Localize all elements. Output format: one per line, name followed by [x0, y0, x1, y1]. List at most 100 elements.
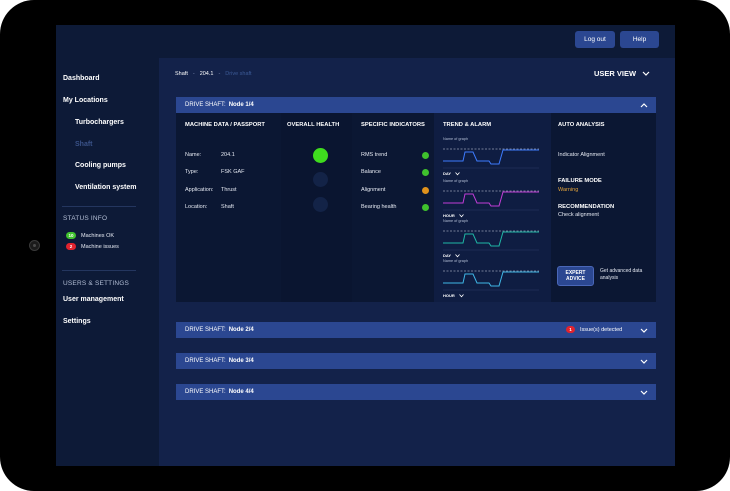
indicator-alignment: Alignment	[361, 187, 429, 194]
passport-row-location: Location: Shaft	[185, 204, 234, 210]
graph-name: Name of graph	[443, 137, 469, 141]
indicator-label: Bearing health	[361, 204, 397, 210]
graph-name: Name of graph	[443, 219, 469, 223]
trend-line-chart	[443, 230, 539, 251]
passport-row-type: Type: FSK GAF	[185, 169, 245, 175]
status-issues-label: Machine issues	[81, 243, 119, 250]
breadcrumb-machine[interactable]: 204.1	[199, 71, 214, 77]
period-select[interactable]: HOUR	[443, 293, 464, 298]
indicator-label: Alignment	[361, 187, 386, 193]
status-dot	[422, 152, 429, 159]
top-bar: Log out Help	[56, 25, 675, 58]
specific-indicators-section: SPECIFIC INDICATORS RMS trend Balance Al…	[352, 113, 434, 302]
panel-node-label: Node 4/4	[228, 389, 254, 395]
trend-graph[interactable]: Name of graph DAY	[443, 137, 543, 179]
issue-text: Issue(s) detected	[580, 326, 623, 333]
panel-node-1-header[interactable]: DRIVE SHAFT: Node 1/4	[176, 97, 656, 113]
passport-title: MACHINE DATA / PASSPORT	[185, 122, 265, 128]
sidebar-item-user-management[interactable]: User management	[63, 296, 124, 303]
sidebar-item-dashboard[interactable]: Dashboard	[63, 75, 100, 82]
breadcrumb-shaft[interactable]: Shaft	[175, 71, 188, 77]
overall-health-section: OVERALL HEALTH	[281, 113, 352, 302]
panel-node-label: Node 2/4	[228, 327, 254, 333]
graph-name: Name of graph	[443, 259, 469, 263]
status-ok-label: Machines OK	[81, 232, 115, 239]
trend-title: TREND & ALARM	[443, 122, 492, 128]
camera-icon	[29, 240, 40, 251]
indicator-balance: Balance	[361, 169, 429, 176]
user-view-dropdown[interactable]: USER VIEW	[594, 69, 650, 78]
sidebar-item-my-locations[interactable]: My Locations	[63, 97, 108, 104]
indicator-bearing-health: Bearing health	[361, 204, 429, 211]
machine-passport-section: MACHINE DATA / PASSPORT Name: 204.1 Type:…	[176, 113, 281, 302]
status-ok-count: 10	[66, 232, 76, 239]
status-dot	[422, 169, 429, 176]
chevron-down-icon	[642, 71, 650, 76]
sidebar-item-ventilation-system[interactable]: Ventilation system	[75, 184, 137, 191]
passport-label: Name:	[185, 152, 202, 158]
passport-label: Application:	[185, 187, 214, 193]
passport-value: Thrust	[221, 187, 237, 193]
panel-node-label: Node 1/4	[228, 102, 254, 108]
failure-mode-title: FAILURE MODE	[558, 178, 602, 184]
indicator-alignment-text: Indicator Alignment	[558, 152, 605, 158]
panel-node-4-header[interactable]: DRIVE SHAFT: Node 4/4	[176, 384, 656, 400]
logout-button[interactable]: Log out	[575, 31, 615, 48]
user-view-label: USER VIEW	[594, 69, 637, 78]
period-select[interactable]: DAY	[443, 253, 460, 258]
panel-node-label: Node 3/4	[228, 358, 254, 364]
period-select[interactable]: DAY	[443, 171, 460, 176]
help-button[interactable]: Help	[620, 31, 659, 48]
indicator-rms-trend: RMS trend	[361, 152, 429, 159]
panel-prefix: DRIVE SHAFT:	[185, 389, 226, 395]
panel-node-2-header[interactable]: DRIVE SHAFT: Node 2/4 1 Issue(s) detecte…	[176, 322, 656, 338]
trend-graph[interactable]: Name of graph DAY	[443, 219, 543, 261]
chevron-down-icon[interactable]	[640, 357, 648, 365]
chevron-down-icon[interactable]	[640, 388, 648, 396]
chevron-down-icon[interactable]	[640, 326, 648, 334]
chevron-down-icon	[455, 171, 460, 175]
period-label: HOUR	[443, 213, 455, 218]
period-select[interactable]: HOUR	[443, 213, 464, 218]
health-indicator-off	[313, 197, 328, 212]
trend-graph[interactable]: Name of graph HOUR	[443, 259, 543, 301]
panel-node-3-header[interactable]: DRIVE SHAFT: Node 3/4	[176, 353, 656, 369]
breadcrumb-separator: -	[192, 71, 195, 77]
auto-analysis-section: AUTO ANALYSIS Indicator Alignment FAILUR…	[551, 113, 656, 302]
panel-node-1-body: MACHINE DATA / PASSPORT Name: 204.1 Type:…	[176, 113, 656, 302]
chevron-up-icon[interactable]	[640, 101, 648, 109]
trend-alarm-section: TREND & ALARM Name of graph DAY	[434, 113, 551, 302]
sidebar-item-turbochargers[interactable]: Turbochargers	[75, 119, 124, 126]
status-issues-count: 2	[66, 243, 76, 250]
breadcrumb: Shaft - 204.1 - Drive shaft	[175, 71, 252, 77]
trend-graph[interactable]: Name of graph HOUR	[443, 179, 543, 221]
graph-name: Name of graph	[443, 179, 469, 183]
sidebar-divider	[62, 270, 136, 271]
indicators-title: SPECIFIC INDICATORS	[361, 122, 425, 128]
expert-advice-button[interactable]: EXPERT ADVICE	[557, 266, 594, 286]
sidebar: Dashboard My Locations Turbochargers Sha…	[56, 58, 159, 466]
health-indicator-green	[313, 148, 328, 163]
recommendation-title: RECOMMENDATION	[558, 204, 615, 210]
period-label: HOUR	[443, 293, 455, 298]
sidebar-item-settings[interactable]: Settings	[63, 318, 91, 325]
indicator-label: Balance	[361, 169, 381, 175]
sidebar-item-shaft[interactable]: Shaft	[75, 141, 93, 148]
passport-row-name: Name: 204.1	[185, 152, 235, 158]
sidebar-item-cooling-pumps[interactable]: Cooling pumps	[75, 162, 126, 169]
passport-value: 204.1	[221, 152, 235, 158]
expert-advice-line2: ADVICE	[566, 276, 585, 282]
status-info-heading: STATUS INFO	[63, 215, 108, 222]
period-label: DAY	[443, 253, 452, 258]
breadcrumb-current: Drive shaft	[225, 71, 252, 77]
panel-prefix: DRIVE SHAFT:	[185, 102, 226, 108]
app-screen: Log out Help Dashboard My Locations Turb…	[56, 25, 675, 466]
passport-label: Type:	[185, 169, 199, 175]
status-machines-ok: 10 Machines OK	[66, 232, 114, 239]
issue-badge: 1 Issue(s) detected	[566, 326, 622, 333]
health-title: OVERALL HEALTH	[287, 122, 340, 128]
trend-line-chart	[443, 190, 539, 211]
chevron-down-icon	[455, 253, 460, 257]
expert-advice-line1: EXPERT	[565, 270, 586, 276]
status-dot	[422, 204, 429, 211]
